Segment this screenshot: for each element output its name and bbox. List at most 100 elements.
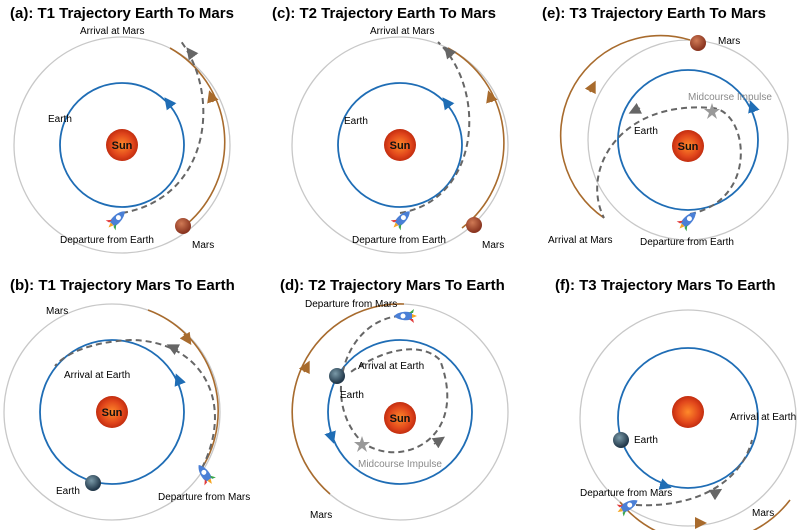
sun-label: Sun [112, 140, 133, 152]
earth-orbit [39, 339, 185, 485]
panel-title: (a): T1 Trajectory Earth To Mars [10, 5, 234, 22]
mars-orbit [291, 36, 509, 254]
rocket-icon [394, 309, 417, 323]
earth-label: Earth [634, 126, 658, 137]
sun-label: Sun [102, 407, 123, 419]
panel-f: (f): T3 Trajectory Mars To Earth Earth A… [555, 277, 797, 530]
panel-e: (e): T3 Trajectory Earth To Mars Sun Mid… [542, 5, 789, 248]
earth-planet [85, 475, 101, 491]
sun [384, 402, 416, 434]
earth-direction-arrow [442, 97, 455, 111]
mars-orbit-arc [147, 309, 219, 469]
panel-title: (b): T1 Trajectory Mars To Earth [10, 277, 235, 294]
earth-label: Earth [344, 116, 368, 127]
departure-label: Departure from Earth [60, 235, 154, 246]
mars-orbit [13, 36, 231, 254]
trajectory-arrow [186, 47, 199, 61]
transfer-trajectory [54, 338, 216, 469]
sun [672, 396, 704, 428]
mars-label: Mars [718, 36, 740, 47]
earth-orbit [327, 339, 473, 485]
mars-label: Mars [192, 240, 214, 251]
departure-label: Departure from Earth [352, 235, 446, 246]
trajectory-arrow [628, 102, 643, 114]
arrival-label: Arrival at Earth [730, 412, 796, 423]
mars-orbit [3, 303, 221, 521]
rocket-icon [676, 212, 696, 232]
mars-orbit-arc [447, 47, 505, 229]
mars-orbit-arc [559, 34, 691, 219]
rocket-icon [105, 211, 125, 231]
earth-planet [329, 368, 345, 384]
earth-direction-arrow [748, 100, 760, 114]
departure-label: Departure from Mars [580, 488, 672, 499]
arrival-label: Arrival at Mars [548, 235, 612, 246]
arrival-label: Arrival at Mars [370, 26, 434, 37]
earth-label: Earth [634, 435, 658, 446]
sun-label: Sun [390, 140, 411, 152]
rocket-icon [616, 500, 638, 517]
panel-b: (b): T1 Trajectory Mars To Earth Sun Ear… [3, 277, 250, 521]
mars-direction-arrow [298, 360, 310, 375]
panel-title: (e): T3 Trajectory Earth To Mars [542, 5, 766, 22]
mars-label: Mars [752, 508, 774, 519]
arrival-label: Arrival at Earth [358, 361, 424, 372]
mars-planet [466, 217, 482, 233]
sun [384, 129, 416, 161]
earth-orbit [617, 69, 759, 211]
transfer-trajectory [121, 39, 205, 214]
trajectory-arrow [166, 344, 181, 356]
mars-label: Mars [310, 510, 332, 521]
mars-orbit [579, 309, 797, 527]
star-icon [704, 103, 720, 119]
earth-orbit [337, 82, 463, 208]
sun [96, 396, 128, 428]
panel-a: (a): T1 Trajectory Earth To Mars Sun Mar… [10, 5, 234, 254]
earth-label: Earth [48, 114, 72, 125]
sun-label: Sun [678, 141, 699, 153]
transfer-trajectory [339, 315, 449, 454]
earth-direction-arrow [658, 478, 672, 490]
panel-title: (f): T3 Trajectory Mars To Earth [555, 277, 776, 294]
mars-direction-arrow [584, 80, 596, 95]
mars-direction-arrow [486, 90, 498, 104]
arrival-label: Arrival at Earth [64, 370, 130, 381]
transfer-trajectory [635, 439, 753, 507]
star-icon [354, 436, 370, 452]
rocket-icon [390, 211, 410, 231]
panel-d: (d): T2 Trajectory Mars To Earth Sun Mid… [280, 277, 509, 521]
mars-direction-arrow [207, 90, 219, 104]
rocket-icon [198, 464, 216, 486]
impulse-label: Midcourse Impulse [358, 459, 442, 470]
earth-orbit [617, 347, 759, 489]
mars-direction-arrow [179, 331, 192, 345]
transfer-trajectory [596, 106, 742, 219]
trajectory-arrow [431, 436, 445, 449]
earth-orbit [59, 82, 185, 208]
sun [672, 130, 704, 162]
mars-orbit-arc [169, 47, 226, 229]
departure-label: Departure from Earth [640, 237, 734, 248]
panel-c: (c): T2 Trajectory Earth To Mars Sun Mar… [272, 5, 509, 254]
panel-title: (c): T2 Trajectory Earth To Mars [272, 5, 496, 22]
mars-label: Mars [46, 306, 68, 317]
departure-label: Departure from Mars [305, 299, 397, 310]
sun [106, 129, 138, 161]
mars-label: Mars [482, 240, 504, 251]
earth-planet [613, 432, 629, 448]
impulse-label: Midcourse Impulse [688, 92, 772, 103]
earth-label: Earth [340, 390, 364, 401]
earth-direction-arrow [324, 430, 336, 444]
earth-direction-arrow [164, 97, 177, 111]
mars-orbit-arc [619, 499, 791, 530]
arrival-label: Arrival at Mars [80, 26, 144, 37]
trajectory-arrow [444, 46, 457, 60]
earth-direction-arrow [174, 373, 186, 387]
mars-planet [690, 35, 706, 51]
sun-label: Sun [390, 413, 411, 425]
departure-label: Departure from Mars [158, 492, 250, 503]
panel-title: (d): T2 Trajectory Mars To Earth [280, 277, 505, 294]
trajectory-arrow [708, 488, 723, 501]
